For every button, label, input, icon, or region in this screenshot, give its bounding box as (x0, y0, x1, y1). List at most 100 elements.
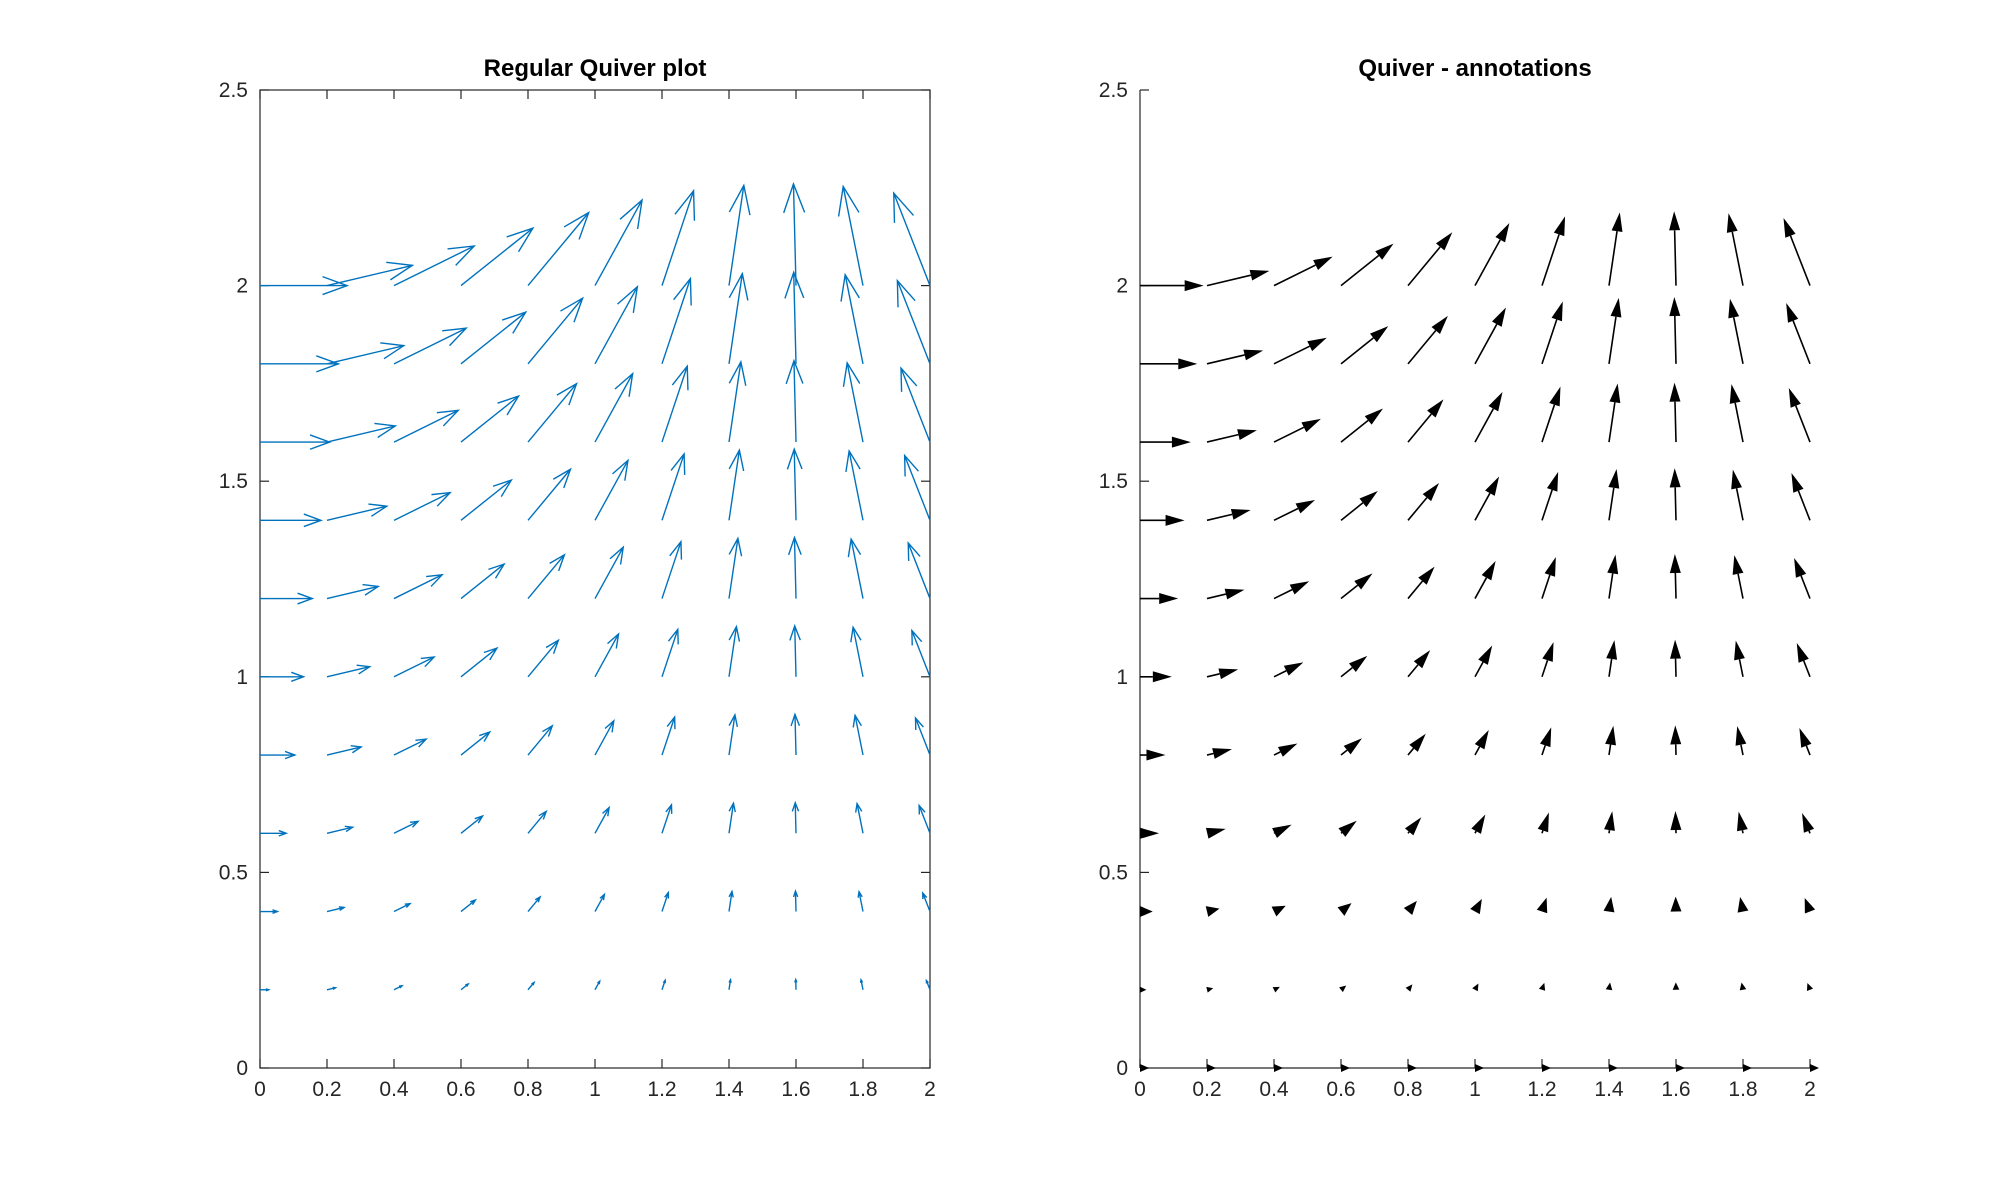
quiver-arrow-head (728, 536, 743, 557)
quiver-arrow-shaft (393, 902, 411, 913)
y-tick-label: 2 (236, 275, 248, 298)
annotation-arrow-shaft (1273, 345, 1311, 365)
annotation-arrow-head (1339, 985, 1347, 993)
annotation-arrow-head (1609, 1063, 1618, 1073)
quiver-arrow-shaft (794, 891, 797, 912)
quiver-arrow-shaft (393, 491, 451, 521)
annotation-arrow-head (1536, 897, 1548, 914)
annotation-arrow-shaft (1731, 231, 1744, 286)
quiver-arrow-head (850, 625, 862, 643)
annotation-arrow-head (1806, 983, 1814, 991)
x-tick-label: 1 (589, 1078, 601, 1101)
quiver-arrow-head (790, 712, 801, 727)
quiver-arrow-shaft (794, 802, 797, 834)
quiver-arrow-head (284, 750, 297, 760)
quiver-arrow-head (356, 664, 372, 675)
x-tick-label: 1.8 (1728, 1078, 1757, 1101)
quiver-arrow-shaft (661, 629, 679, 678)
annotation-arrow-shaft (1541, 574, 1551, 599)
quiver-arrow-head (666, 715, 676, 730)
annotation-arrow-head (1337, 903, 1352, 916)
quiver-arrow-shaft (527, 896, 541, 912)
annotation-arrow-shaft (1541, 659, 1549, 678)
annotation-arrow-head (1669, 296, 1681, 317)
annotation-arrow-head (1418, 566, 1435, 585)
x-tick-label: 0.8 (1393, 1078, 1422, 1101)
quiver-arrow-shaft (393, 574, 443, 600)
annotation-arrow-head (1140, 906, 1153, 918)
quiver-arrow-shaft (793, 449, 797, 521)
annotation-arrow-shaft (1474, 323, 1498, 365)
annotation-arrow-shaft (1206, 354, 1245, 365)
annotation-arrow-shaft (1407, 664, 1419, 678)
quiver-arrow-shaft (848, 450, 864, 521)
y-tick-label: 0.5 (1099, 861, 1128, 884)
y-tick-label: 0 (1116, 1057, 1128, 1080)
quiver-arrow-shaft (728, 185, 745, 286)
quiver-arrow-head (291, 671, 306, 682)
annotation-arrow-shaft (1541, 745, 1546, 756)
annotation-arrow-shaft (1340, 254, 1380, 287)
annotation-arrow-head (1289, 581, 1310, 595)
quiver-arrow-shaft (858, 891, 864, 912)
annotation-arrow-head (1471, 814, 1486, 834)
annotation-arrow-head (1791, 473, 1804, 493)
quiver-arrow-head (896, 278, 916, 308)
quiver-arrow-shaft (918, 805, 931, 834)
quiver-arrow-shaft (794, 625, 797, 677)
annotation-arrow-shaft (1608, 658, 1613, 677)
quiver-arrow-shaft (728, 803, 735, 834)
quiver-arrow-head (556, 382, 578, 406)
quiver-arrow-shaft (661, 541, 682, 599)
annotation-arrow-shaft (1674, 315, 1677, 364)
quiver-arrow-shaft (326, 746, 362, 756)
quiver-arrow-head (596, 979, 601, 985)
quiver-arrow-shaft (460, 815, 484, 834)
annotation-arrow-shaft (1735, 488, 1744, 521)
annotation-arrow-head (1205, 827, 1226, 839)
quiver-arrow-head (426, 573, 444, 587)
annotation-arrow-shaft (1340, 337, 1374, 365)
quiver-arrow-shaft (793, 272, 797, 364)
quiver-arrow-head (665, 802, 673, 814)
annotation-arrow-shaft (1340, 419, 1369, 443)
y-tick-label: 1.5 (219, 470, 248, 493)
quiver-arrow-shaft (728, 361, 742, 443)
x-tick-label: 1.6 (781, 1078, 810, 1101)
annotation-arrow-head (1669, 468, 1681, 488)
annotation-arrow-head (1743, 1063, 1752, 1073)
annotation-arrow-head (1404, 817, 1422, 836)
annotation-arrow-shaft (1407, 831, 1410, 834)
quiver-arrow-head (907, 541, 921, 561)
annotation-arrow-head (1370, 326, 1389, 343)
annotation-arrow-head (1359, 490, 1378, 508)
quiver-arrow-shaft (728, 538, 739, 599)
quiver-arrow-head (842, 360, 861, 387)
annotation-arrow-head (1669, 382, 1681, 402)
annotation-arrow-shaft (1206, 593, 1227, 600)
quiver-arrow-shaft (594, 546, 624, 599)
annotation-arrow-shaft (1802, 660, 1811, 678)
quiver-arrow-head (398, 984, 404, 989)
annotation-arrow-shaft (1273, 588, 1293, 600)
quiver-arrow-shaft (661, 190, 695, 286)
x-tick-label: 2 (1804, 1078, 1816, 1101)
annotation-arrow-head (1140, 827, 1160, 839)
quiver-arrow-head (728, 359, 747, 386)
annotation-arrow-head (1603, 896, 1615, 913)
x-tick-label: 0.6 (1326, 1078, 1355, 1101)
quiver-arrow-shaft (326, 425, 396, 443)
annotation-arrow-shaft (1608, 316, 1617, 364)
quiver-arrow-head (420, 656, 436, 668)
quiver-arrow-head (386, 261, 415, 281)
annotation-arrow-shaft (1674, 401, 1677, 443)
quiver-arrow-head (560, 296, 584, 323)
quiver-arrow-head (344, 825, 355, 833)
quiver-arrow-shaft (594, 373, 634, 443)
quiver-arrow-head (272, 909, 280, 914)
quiver-arrow-head (338, 906, 347, 911)
quiver-arrow-head (619, 198, 644, 230)
quiver-arrow-shaft (794, 714, 797, 756)
quiver-arrow-shaft (792, 183, 797, 286)
